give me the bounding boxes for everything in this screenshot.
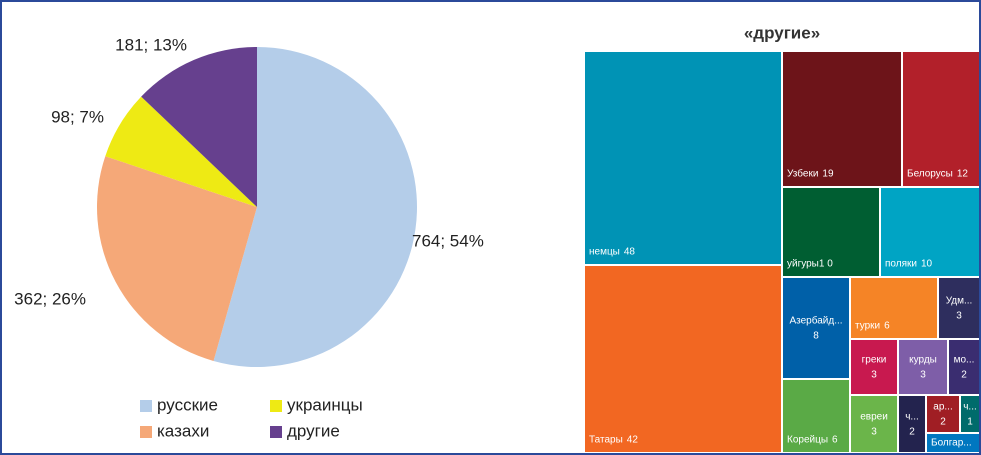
tile-label: ч... <box>905 412 919 423</box>
treemap-tile <box>783 278 849 378</box>
legend-label: украинцы <box>287 395 363 414</box>
treemap-tile <box>783 380 849 452</box>
treemap-tile <box>961 396 979 432</box>
tile-value: 42 <box>627 435 639 446</box>
tile-label: греки <box>862 355 887 366</box>
tile-label: немцы <box>589 247 620 258</box>
tile-label: Белорусы <box>907 169 953 180</box>
treemap-title: «другие» <box>744 23 820 42</box>
tile-label: Болгар... <box>931 438 972 449</box>
pie-slice <box>213 47 418 368</box>
treemap-tile <box>881 188 979 276</box>
tile-label: Узбеки <box>787 168 818 180</box>
data-label: 98; 7% <box>51 107 104 126</box>
data-label: 181; 13% <box>115 35 187 54</box>
treemap-tile <box>899 340 947 394</box>
tile-label: Азербайд... <box>789 315 842 327</box>
tile-value: 6 <box>832 435 838 446</box>
tile-label: Удм... <box>946 296 973 307</box>
treemap-tile <box>851 278 937 338</box>
tile-value: 1 <box>967 417 973 428</box>
treemap-tile <box>783 188 879 276</box>
tile-value: 2 <box>940 417 946 428</box>
pie-slice <box>141 47 257 207</box>
tile-label: евреи <box>860 412 888 423</box>
data-label: 362; 26% <box>14 289 86 308</box>
pie-slice <box>105 96 257 207</box>
tile-label: турки <box>855 321 880 332</box>
legend-label: другие <box>287 421 340 440</box>
treemap-tile <box>851 396 897 452</box>
treemap-tile <box>899 396 925 452</box>
tile-value: 8 <box>813 331 819 342</box>
treemap-tile <box>949 340 979 394</box>
tile-value: 19 <box>822 169 834 180</box>
pie-slice <box>96 156 257 361</box>
tile-label: ч... <box>963 402 977 413</box>
treemap-tile <box>903 52 979 186</box>
legend-swatch <box>270 426 282 438</box>
tile-value: 2 <box>909 427 915 438</box>
tile-label: курды <box>909 355 937 366</box>
tile-value: 10 <box>921 259 933 270</box>
tile-value: 3 <box>920 370 926 381</box>
tile-label: Корейцы <box>787 435 828 446</box>
tile-label: уйгуры1 0 <box>787 259 833 270</box>
treemap-tile <box>783 52 901 186</box>
tile-value: 48 <box>624 247 636 258</box>
tile-value: 3 <box>956 311 962 322</box>
legend-swatch <box>140 426 152 438</box>
treemap-tile <box>851 340 897 394</box>
tile-value: 2 <box>961 370 967 381</box>
data-label: 764; 54% <box>412 231 484 250</box>
tile-value: 3 <box>871 370 877 381</box>
tile-label: Татары <box>589 435 623 446</box>
tile-value: 6 <box>884 321 890 332</box>
treemap-tile <box>927 434 979 452</box>
legend-swatch <box>140 400 152 412</box>
treemap-tile <box>585 52 781 264</box>
treemap-tile <box>927 396 959 432</box>
tile-label: ар... <box>933 402 952 413</box>
tile-label: мо... <box>954 355 975 366</box>
legend-swatch <box>270 400 282 412</box>
legend-label: казахи <box>157 421 209 440</box>
treemap-tile <box>939 278 979 338</box>
treemap-tile <box>585 266 781 452</box>
tile-label: поляки <box>885 259 917 270</box>
tile-value: 3 <box>871 427 877 438</box>
tile-value: 12 <box>957 169 969 180</box>
legend-label: русские <box>157 395 218 414</box>
